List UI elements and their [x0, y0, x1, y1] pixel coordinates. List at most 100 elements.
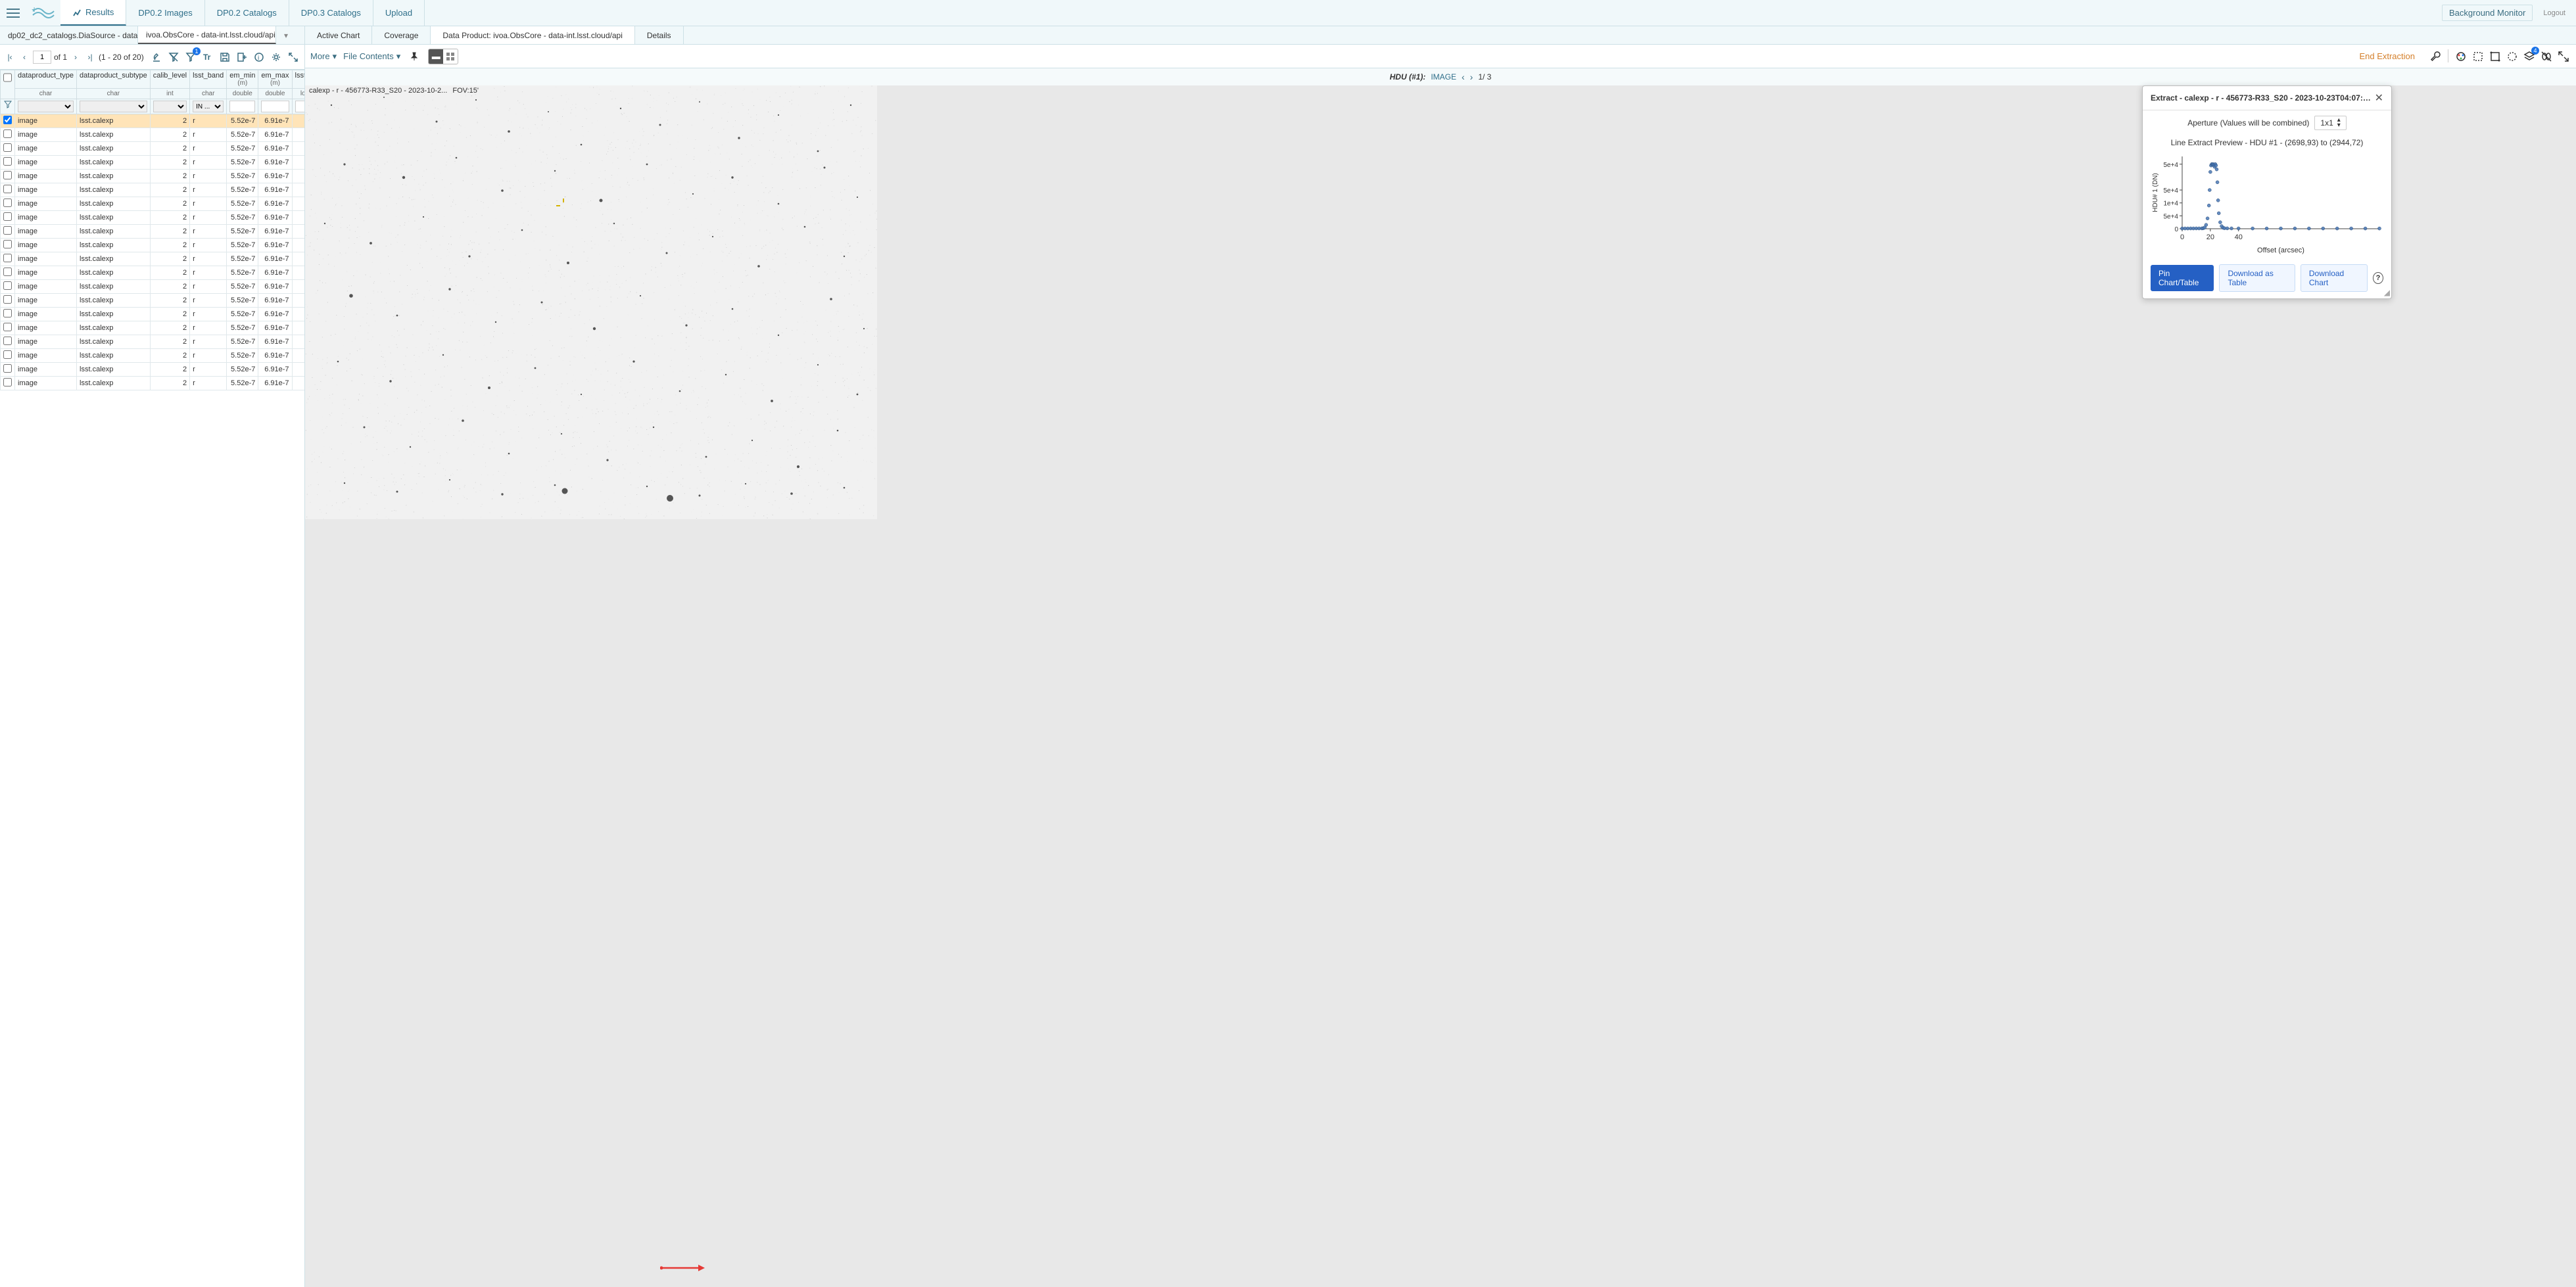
row-checkbox[interactable] — [3, 309, 12, 317]
col-header[interactable]: lsst_tra — [292, 70, 304, 89]
row-checkbox[interactable] — [3, 185, 12, 193]
row-checkbox[interactable] — [3, 116, 12, 124]
right-tab[interactable]: Details — [635, 26, 684, 44]
pin-chart-button[interactable]: Pin Chart/Table — [2151, 265, 2214, 291]
col-header[interactable]: lsst_band — [190, 70, 227, 89]
hdu-next-icon[interactable]: › — [1470, 72, 1473, 82]
text-tool-icon[interactable]: Tr — [201, 50, 215, 64]
row-checkbox[interactable] — [3, 350, 12, 359]
row-checkbox[interactable] — [3, 323, 12, 331]
col-filter[interactable] — [80, 101, 147, 112]
resize-handle-icon[interactable]: ◢ — [2384, 288, 2390, 297]
table-row[interactable]: imagelsst.calexp2r5.52e-76.91e-7 — [1, 114, 305, 128]
gear-icon[interactable] — [269, 50, 283, 64]
table-row[interactable]: imagelsst.calexp2r5.52e-76.91e-7 — [1, 225, 305, 239]
row-checkbox[interactable] — [3, 268, 12, 276]
download-chart-button[interactable]: Download Chart — [2301, 264, 2368, 292]
pin-icon[interactable] — [407, 49, 421, 64]
top-tab-dp0-2-images[interactable]: DP0.2 Images — [126, 0, 204, 26]
more-dropdown[interactable]: More ▾ — [310, 51, 337, 62]
row-checkbox[interactable] — [3, 212, 12, 221]
file-contents-dropdown[interactable]: File Contents ▾ — [343, 51, 400, 62]
table-row[interactable]: imagelsst.calexp2r5.52e-76.91e-7 — [1, 349, 305, 363]
table-row[interactable]: imagelsst.calexp2r5.52e-76.91e-7 — [1, 142, 305, 156]
col-header[interactable]: em_min(m) — [227, 70, 258, 89]
info-icon[interactable]: i — [252, 50, 266, 64]
next-page-icon[interactable]: › — [70, 51, 82, 63]
table-row[interactable]: imagelsst.calexp2r5.52e-76.91e-7 — [1, 377, 305, 390]
col-filter[interactable] — [18, 101, 74, 112]
col-filter[interactable] — [261, 101, 289, 112]
table-row[interactable]: imagelsst.calexp2r5.52e-76.91e-7 — [1, 321, 305, 335]
lock-icon[interactable] — [2539, 49, 2554, 64]
download-table-button[interactable]: Download as Table — [2219, 264, 2295, 292]
last-page-icon[interactable]: ›| — [84, 51, 96, 63]
grid-view-button[interactable] — [443, 49, 458, 64]
hamburger-menu[interactable] — [3, 3, 24, 24]
right-tab[interactable]: Active Chart — [305, 26, 372, 44]
result-tab[interactable]: dp02_dc2_catalogs.DiaSource - data-int..… — [0, 26, 138, 44]
top-tab-dp0-3-catalogs[interactable]: DP0.3 Catalogs — [289, 0, 373, 26]
col-filter[interactable] — [229, 101, 255, 112]
tab-menu-icon[interactable]: ▾ — [276, 26, 296, 44]
background-monitor-button[interactable]: Background Monitor — [2442, 5, 2533, 21]
table-row[interactable]: imagelsst.calexp2r5.52e-76.91e-7 — [1, 128, 305, 142]
prev-page-icon[interactable]: ‹ — [18, 51, 30, 63]
end-extraction-button[interactable]: End Extraction — [2359, 51, 2415, 61]
filter-off-icon[interactable] — [166, 50, 181, 64]
select-all-checkbox[interactable] — [3, 72, 12, 83]
add-column-icon[interactable] — [235, 50, 249, 64]
app-logo[interactable]: + — [30, 3, 57, 23]
table-row[interactable]: imagelsst.calexp2r5.52e-76.91e-7 — [1, 211, 305, 225]
table-row[interactable]: imagelsst.calexp2r5.52e-76.91e-7 — [1, 156, 305, 170]
row-checkbox[interactable] — [3, 199, 12, 207]
col-filter[interactable]: IN ... — [193, 101, 224, 112]
expand-icon[interactable] — [286, 50, 300, 64]
region-icon[interactable] — [2471, 49, 2485, 64]
table-row[interactable]: imagelsst.calexp2r5.52e-76.91e-7 — [1, 363, 305, 377]
logout-link[interactable]: Logout — [2543, 9, 2565, 17]
color-picker-icon[interactable] — [2454, 49, 2468, 64]
row-checkbox[interactable] — [3, 171, 12, 179]
top-tab-results[interactable]: Results — [60, 0, 126, 26]
col-header[interactable]: calib_level — [150, 70, 189, 89]
close-icon[interactable]: ✕ — [2375, 91, 2383, 105]
table-row[interactable]: imagelsst.calexp2r5.52e-76.91e-7 — [1, 239, 305, 252]
row-checkbox[interactable] — [3, 378, 12, 386]
row-checkbox[interactable] — [3, 281, 12, 290]
help-icon[interactable]: ? — [2373, 272, 2383, 284]
table-row[interactable]: imagelsst.calexp2r5.52e-76.91e-7 — [1, 308, 305, 321]
wrench-icon[interactable] — [2428, 49, 2443, 64]
row-checkbox[interactable] — [3, 295, 12, 304]
first-page-icon[interactable]: |‹ — [4, 51, 16, 63]
col-filter[interactable] — [153, 101, 187, 112]
right-tab[interactable]: Coverage — [372, 26, 431, 44]
result-tab[interactable]: ivoa.ObsCore - data-int.lsst.cloud/api✕ — [138, 26, 276, 44]
row-checkbox[interactable] — [3, 129, 12, 138]
table-row[interactable]: imagelsst.calexp2r5.52e-76.91e-7 — [1, 266, 305, 280]
row-checkbox[interactable] — [3, 240, 12, 248]
col-filter[interactable] — [295, 101, 304, 112]
filter-row-icon[interactable] — [4, 101, 12, 108]
page-input[interactable] — [33, 51, 51, 64]
row-checkbox[interactable] — [3, 143, 12, 152]
select-icon[interactable] — [2505, 49, 2519, 64]
row-checkbox[interactable] — [3, 337, 12, 345]
top-tab-dp0-2-catalogs[interactable]: DP0.2 Catalogs — [205, 0, 289, 26]
microscope-icon[interactable] — [149, 50, 164, 64]
aperture-select[interactable]: 1x1 ▴▾ — [2314, 116, 2346, 130]
top-tab-upload[interactable]: Upload — [373, 0, 425, 26]
expand-image-icon[interactable] — [2556, 49, 2571, 64]
col-header[interactable]: dataproduct_subtype — [77, 70, 151, 89]
right-tab[interactable]: Data Product: ivoa.ObsCore - data-int.ls… — [431, 26, 634, 44]
row-checkbox[interactable] — [3, 226, 12, 235]
hdu-prev-icon[interactable]: ‹ — [1462, 72, 1465, 82]
single-view-button[interactable]: ▬ — [429, 49, 443, 64]
table-row[interactable]: imagelsst.calexp2r5.52e-76.91e-7 — [1, 335, 305, 349]
table-row[interactable]: imagelsst.calexp2r5.52e-76.91e-7 — [1, 280, 305, 294]
table-row[interactable]: imagelsst.calexp2r5.52e-76.91e-7 — [1, 197, 305, 211]
save-icon[interactable] — [218, 50, 232, 64]
row-checkbox[interactable] — [3, 364, 12, 373]
table-row[interactable]: imagelsst.calexp2r5.52e-76.91e-7 — [1, 252, 305, 266]
row-checkbox[interactable] — [3, 157, 12, 166]
